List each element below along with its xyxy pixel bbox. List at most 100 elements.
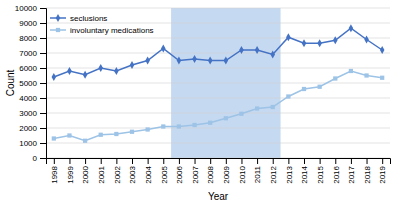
x-tick-label: 2000 <box>81 165 90 183</box>
grid-line <box>46 113 390 114</box>
x-tick-label: 1998 <box>50 165 59 183</box>
y-tick: 0 <box>33 154 46 163</box>
y-tick: 1000 <box>19 139 46 148</box>
series-marker <box>177 124 181 128</box>
series-marker <box>271 105 275 109</box>
grid-line <box>46 143 390 144</box>
chart: 1998199920002001200220032004200520062007… <box>0 0 400 204</box>
x-tick-label: 2013 <box>285 165 294 183</box>
x-tick: 2005 <box>160 158 169 184</box>
grid-line <box>46 83 390 84</box>
series-marker <box>130 130 134 134</box>
x-axis: 1998199920002001200220032004200520062007… <box>47 158 391 184</box>
series-marker <box>208 121 212 125</box>
x-tick-mark <box>382 158 383 164</box>
series-marker <box>255 46 260 54</box>
series-line <box>54 28 382 77</box>
grid-line <box>46 128 390 129</box>
y-tick-mark <box>40 113 46 114</box>
y-tick: 9000 <box>19 19 46 28</box>
y-tick-label: 2000 <box>19 124 37 133</box>
series-marker <box>67 133 71 137</box>
x-tick: 2011 <box>253 158 262 183</box>
x-tick: 2014 <box>300 158 309 184</box>
series-marker <box>98 64 103 72</box>
y-tick: 2000 <box>19 124 46 133</box>
y-tick-mark <box>40 23 46 24</box>
series-marker <box>333 36 338 44</box>
x-tick-mark <box>351 158 352 164</box>
y-tick-label: 0 <box>33 154 38 163</box>
y-tick-label: 5000 <box>19 79 37 88</box>
series <box>52 24 385 81</box>
grid <box>46 8 390 158</box>
y-axis-title: Count <box>5 69 16 96</box>
y-tick: 5000 <box>19 79 46 88</box>
x-tick-label: 2003 <box>128 165 137 183</box>
series-marker <box>333 76 337 80</box>
series-marker <box>239 46 244 54</box>
x-tick-mark <box>241 158 242 164</box>
x-tick: 2017 <box>347 158 356 184</box>
series-marker <box>302 87 306 91</box>
x-tick-label: 2001 <box>97 165 106 183</box>
series-marker <box>349 24 354 32</box>
legend-label: seclusions <box>70 14 107 23</box>
series-marker <box>67 67 72 75</box>
y-tick: 4000 <box>19 94 46 103</box>
x-tick-mark <box>257 158 258 164</box>
y-tick-mark <box>40 68 46 69</box>
y-tick-label: 1000 <box>19 139 37 148</box>
x-tick-mark <box>335 158 336 164</box>
legend-label: involuntary medications <box>70 26 154 35</box>
x-tick-mark <box>179 158 180 164</box>
x-tick: 1999 <box>66 158 75 184</box>
y-tick-label: 9000 <box>19 19 37 28</box>
series <box>52 69 385 143</box>
series-marker <box>270 51 275 59</box>
x-tick: 2000 <box>81 158 90 184</box>
y-tick-mark <box>40 98 46 99</box>
series-marker <box>239 112 243 116</box>
series-marker <box>52 136 56 140</box>
x-tick-label: 2017 <box>347 165 356 183</box>
series-marker <box>83 139 87 143</box>
series-layer <box>52 24 385 143</box>
x-tick-mark <box>69 158 70 164</box>
x-axis-line <box>47 159 391 165</box>
x-tick-label: 2015 <box>316 165 325 183</box>
y-axis: 0100020003000400050006000700080009000100… <box>15 4 47 163</box>
x-tick-mark <box>54 158 55 164</box>
series-marker <box>317 39 322 47</box>
x-tick-mark <box>132 158 133 164</box>
x-tick: 2006 <box>175 158 184 184</box>
x-tick-mark <box>210 158 211 164</box>
y-tick-label: 4000 <box>19 94 37 103</box>
series-marker <box>380 76 384 80</box>
y-tick-mark <box>40 53 46 54</box>
x-tick-label: 2007 <box>191 165 200 183</box>
series-marker <box>302 39 307 47</box>
series-marker <box>161 45 166 53</box>
series-marker <box>364 36 369 44</box>
x-tick: 2008 <box>206 158 215 184</box>
y-tick-mark <box>40 128 46 129</box>
x-tick-mark <box>226 158 227 164</box>
x-tick-mark <box>288 158 289 164</box>
series-marker <box>318 85 322 89</box>
x-tick-label: 1999 <box>66 165 75 183</box>
x-tick-label: 2010 <box>238 165 247 183</box>
x-tick-mark <box>195 158 196 164</box>
y-tick-mark <box>40 83 46 84</box>
y-axis-line <box>40 9 47 159</box>
series-marker <box>114 132 118 136</box>
legend-marker <box>56 28 60 32</box>
x-tick: 2019 <box>378 158 387 184</box>
series-marker <box>192 55 197 63</box>
grid-line <box>46 68 390 69</box>
series-marker <box>52 73 57 81</box>
series-marker <box>177 57 182 65</box>
series-marker <box>161 124 165 128</box>
plot: 1998199920002001200220032004200520062007… <box>15 4 391 184</box>
series-marker <box>192 123 196 127</box>
